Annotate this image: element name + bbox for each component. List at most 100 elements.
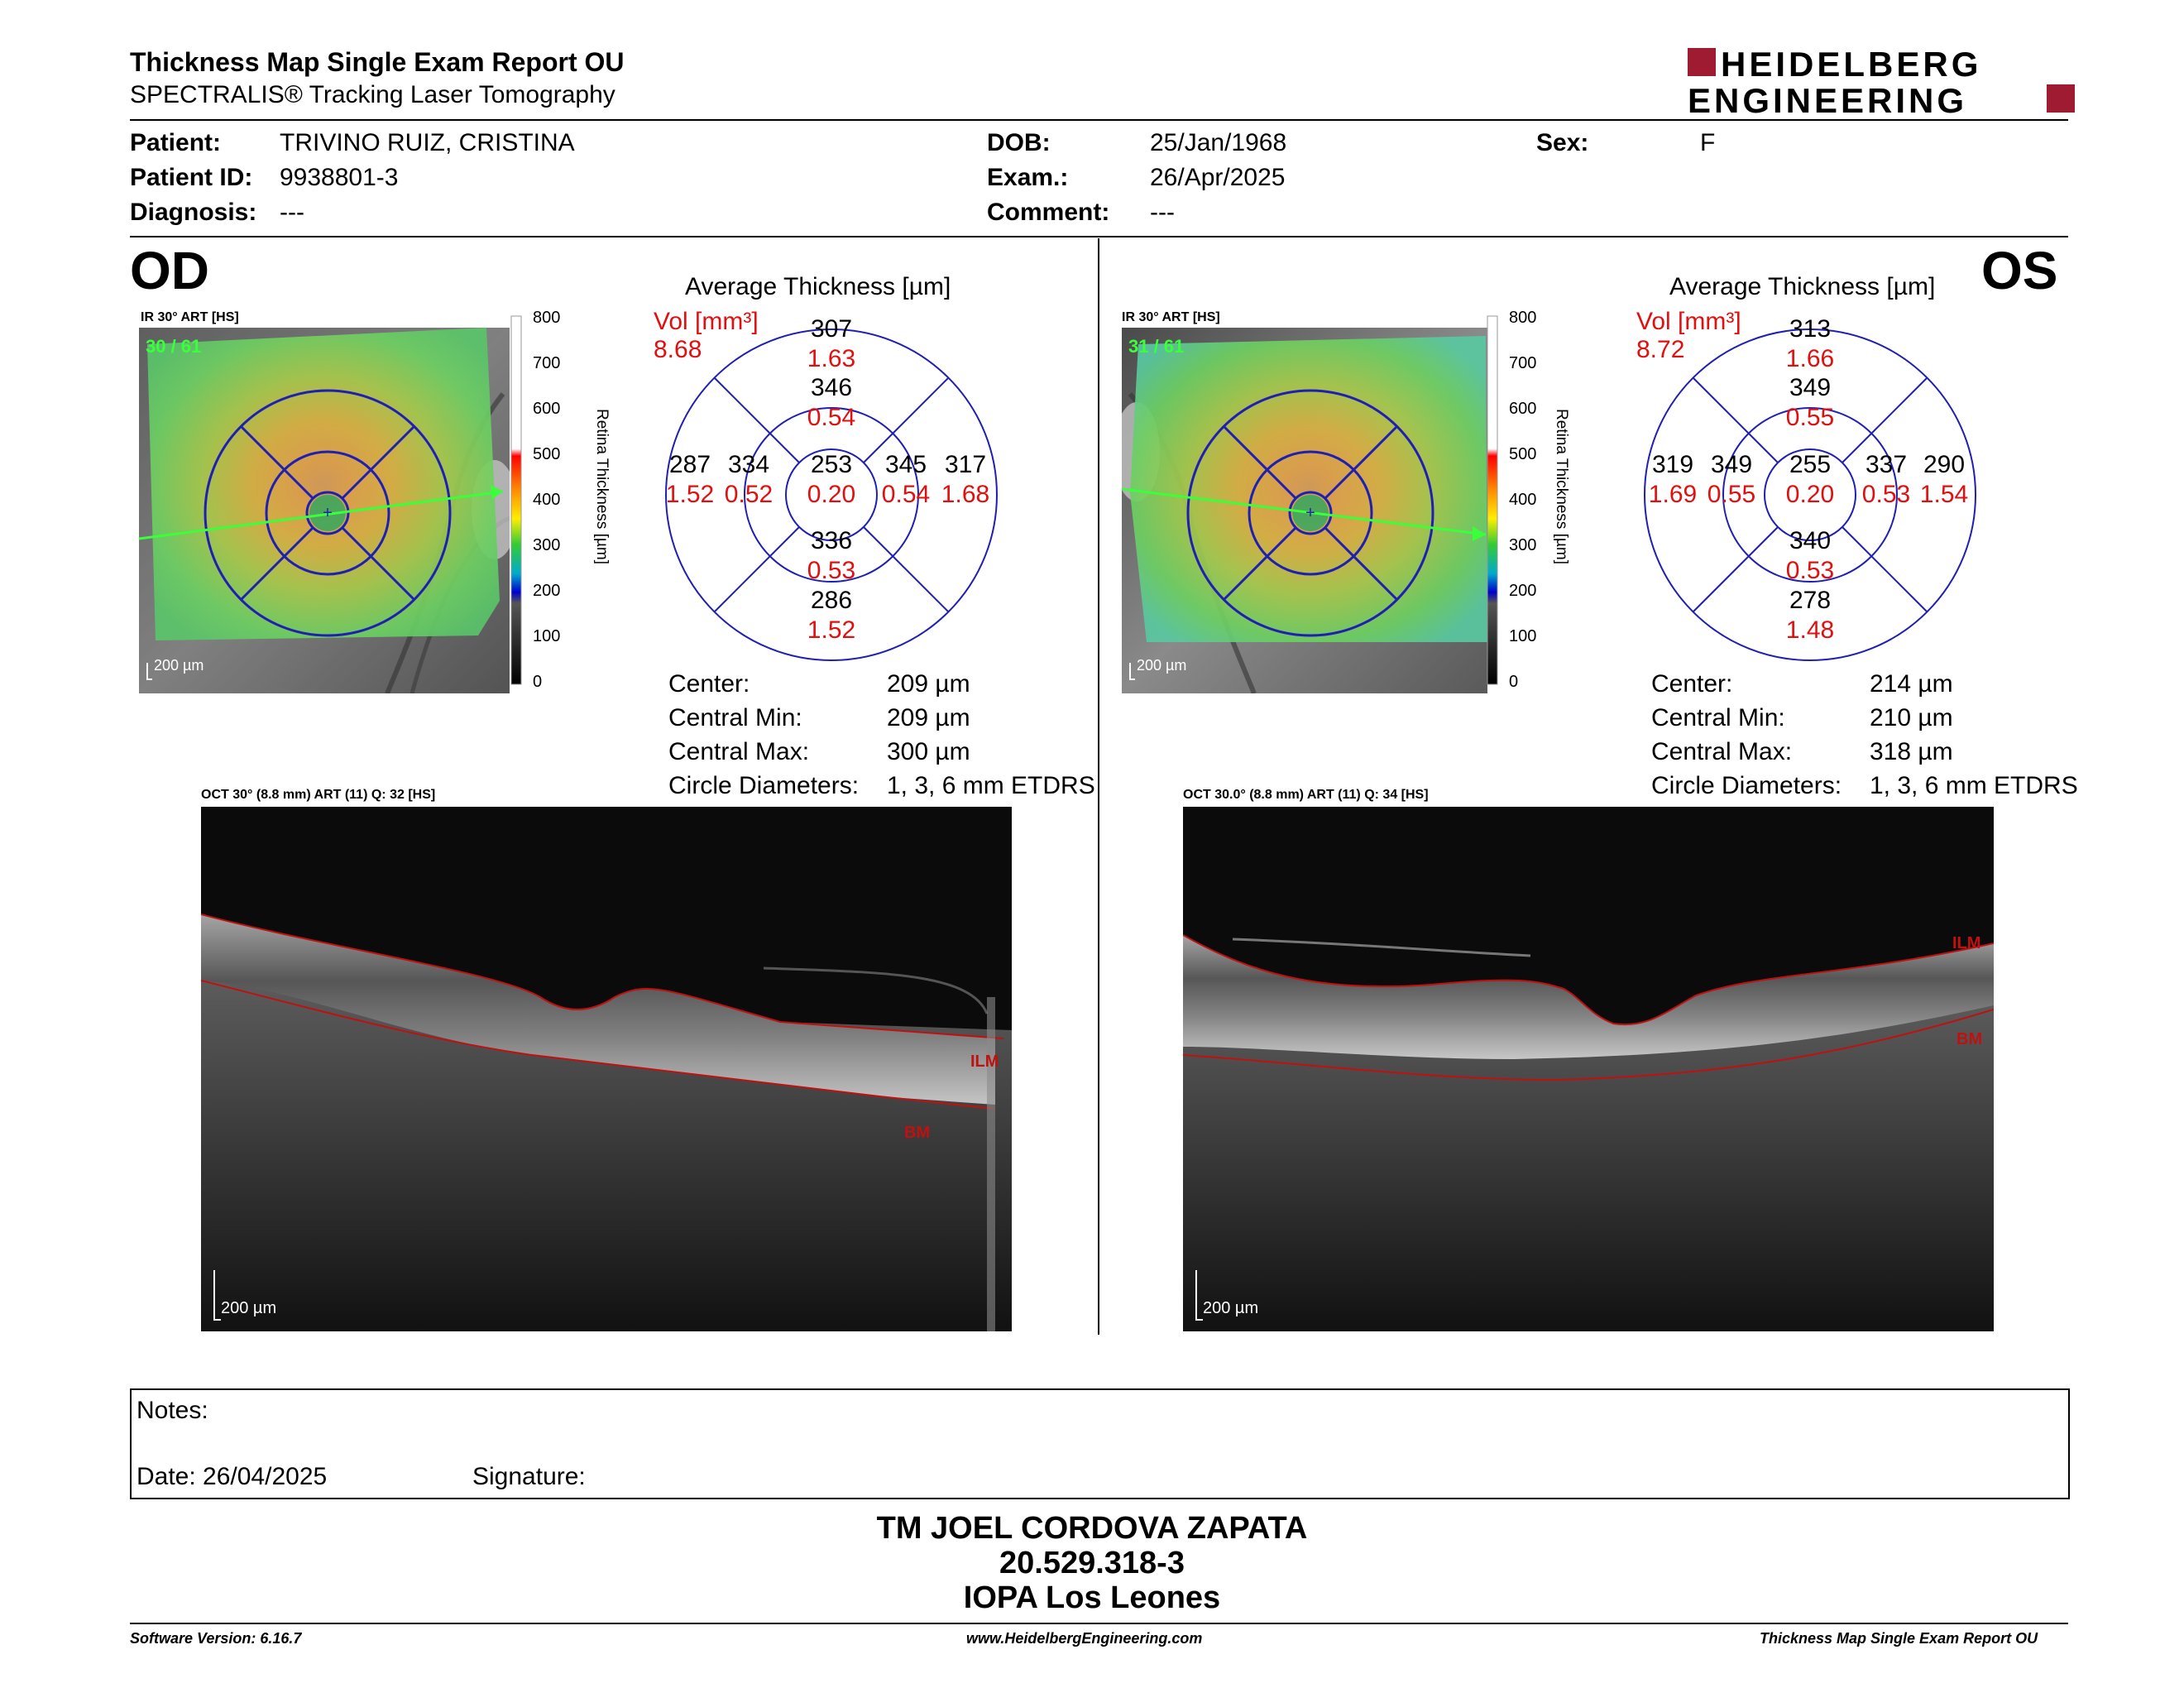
svg-text:100: 100: [533, 627, 560, 645]
os-inner-nas-vol: 0.53: [1862, 481, 1910, 508]
svg-text:HEIDELBERG: HEIDELBERG: [1721, 46, 1981, 84]
svg-text:0: 0: [533, 673, 542, 691]
signature-label: Signature:: [472, 1463, 586, 1490]
od-etdrs-chart: 307 1.63 346 0.54 287 1.52 334 0.52 253 …: [665, 315, 998, 661]
header-rule: [130, 119, 2068, 121]
svg-text:ENGINEERING: ENGINEERING: [1688, 81, 1967, 116]
os-ir-caption: IR 30° ART [HS]: [1122, 310, 1220, 324]
od-outer-sup: 307: [811, 315, 852, 343]
os-inner-nas: 337: [1866, 451, 1907, 478]
os-center-vol: 0.20: [1786, 481, 1834, 508]
od-eye-label: OD: [130, 241, 209, 300]
od-central-min-value: 209 µm: [887, 704, 970, 731]
od-vol-label: Vol [mm³]: [654, 308, 759, 335]
od-inner-sup-vol: 0.54: [807, 404, 855, 431]
svg-text:700: 700: [1509, 354, 1536, 372]
os-eye-label: OS: [1981, 241, 2058, 300]
patient-name: TRIVINO RUIZ, CRISTINA: [280, 129, 575, 156]
footer-rule: [130, 1623, 2068, 1624]
svg-text:+: +: [323, 504, 333, 522]
exam-date: 26/Apr/2025: [1150, 164, 1286, 191]
dob: 25/Jan/1968: [1150, 129, 1287, 156]
notes-label: Notes:: [136, 1397, 208, 1424]
od-inner-nas: 345: [885, 451, 927, 478]
od-thickness-color-scale: 800 700 600 500 400 300 200 100 0 Retina…: [510, 309, 611, 691]
os-outer-sup: 313: [1789, 315, 1831, 343]
od-center-value: 209 µm: [887, 670, 970, 698]
od-outer-nas: 317: [945, 451, 986, 478]
os-oct-bscan: ILM BM 200 µm: [1183, 807, 1994, 1331]
svg-text:Retina Thickness [µm]: Retina Thickness [µm]: [593, 409, 611, 564]
od-outer-temp-vol: 1.52: [666, 481, 714, 508]
os-inner-sup-vol: 0.55: [1786, 404, 1834, 431]
os-thickness-color-scale: 800 700 600 500 400 300 200 100 0 Retina…: [1487, 309, 1570, 691]
svg-text:200 µm: 200 µm: [154, 657, 204, 674]
os-outer-nas-vol: 1.54: [1920, 481, 1968, 508]
diagnosis-label: Diagnosis:: [130, 199, 257, 226]
patient-id: 9938801-3: [280, 164, 399, 191]
od-inner-sup: 346: [811, 374, 852, 401]
software-version: Software Version: 6.16.7: [130, 1630, 302, 1647]
od-outer-inf: 286: [811, 587, 852, 614]
os-scan-line: [1122, 487, 1487, 536]
os-outer-temp: 319: [1652, 451, 1693, 478]
od-inner-inf-vol: 0.53: [807, 557, 855, 584]
os-thickness-map: + 31 / 61 200 µm: [1122, 328, 1487, 693]
os-outer-nas: 290: [1923, 451, 1965, 478]
od-central-max-label: Central Max:: [668, 738, 810, 765]
od-bm-line: [201, 980, 996, 1110]
od-ilm-label: ILM: [970, 1053, 999, 1071]
od-central-min-label: Central Min:: [668, 704, 802, 731]
svg-text:30 / 61: 30 / 61: [146, 336, 201, 357]
signatory-name: TM JOEL CORDOVA ZAPATA: [876, 1511, 1308, 1546]
od-outer-inf-vol: 1.52: [807, 616, 855, 644]
website-link[interactable]: www.HeidelbergEngineering.com: [966, 1630, 1203, 1647]
os-central-max-value: 318 µm: [1870, 738, 1953, 765]
svg-text:200 µm: 200 µm: [1203, 1299, 1258, 1317]
os-central-min-value: 210 µm: [1870, 704, 1953, 731]
os-center-value: 214 µm: [1870, 670, 1953, 698]
os-central-min-label: Central Min:: [1651, 704, 1785, 731]
footer-report-name: Thickness Map Single Exam Report OU: [1760, 1630, 2038, 1647]
svg-text:400: 400: [1509, 491, 1536, 509]
os-center-label: Center:: [1651, 670, 1733, 698]
od-ir-caption: IR 30° ART [HS]: [141, 310, 239, 324]
od-map-etdrs-grid: [204, 389, 452, 637]
dob-label: DOB:: [987, 129, 1051, 156]
os-vol-value: 8.72: [1636, 336, 1685, 363]
svg-text:200: 200: [533, 582, 560, 600]
svg-text:100: 100: [1509, 627, 1536, 645]
patient-rule: [130, 236, 2068, 237]
os-avg-thickness-title: Average Thickness [µm]: [1669, 273, 1936, 300]
signatory-id: 20.529.318-3: [999, 1546, 1185, 1580]
od-center: 253: [811, 451, 852, 478]
sex: F: [1700, 129, 1716, 156]
od-center-label: Center:: [668, 670, 750, 698]
sex-label: Sex:: [1536, 129, 1589, 156]
od-circle-diam-value: 1, 3, 6 mm ETDRS: [887, 772, 1095, 799]
od-thickness-map: + 30 / 61 200 µm: [139, 328, 510, 693]
signatory-institution: IOPA Los Leones: [963, 1580, 1221, 1615]
os-bm-line: [1183, 1009, 1994, 1081]
od-outer-temp: 287: [669, 451, 711, 478]
svg-text:200 µm: 200 µm: [1137, 657, 1186, 674]
os-inner-temp-vol: 0.55: [1707, 481, 1755, 508]
od-vol-value: 8.68: [654, 336, 702, 363]
od-inner-nas-vol: 0.54: [882, 481, 930, 508]
exam-label: Exam.:: [987, 164, 1069, 191]
heidelberg-logo: HEIDELBERG ENGINEERING: [1688, 46, 2075, 116]
svg-text:200: 200: [1509, 582, 1536, 600]
report-title: Thickness Map Single Exam Report OU: [130, 47, 625, 77]
od-inner-temp: 334: [728, 451, 769, 478]
svg-text:Retina Thickness [µm]: Retina Thickness [µm]: [1553, 409, 1570, 564]
os-ilm-label: ILM: [1952, 934, 1980, 952]
os-inner-inf-vol: 0.53: [1786, 557, 1834, 584]
os-outer-temp-vol: 1.69: [1649, 481, 1697, 508]
od-outer-nas-vol: 1.68: [941, 481, 989, 508]
svg-text:800: 800: [533, 309, 560, 327]
svg-text:31 / 61: 31 / 61: [1128, 336, 1184, 357]
os-inner-sup: 349: [1789, 374, 1831, 401]
os-bm-label: BM: [1956, 1030, 1982, 1048]
os-map-etdrs-grid: [1186, 389, 1434, 637]
od-inner-inf: 336: [811, 527, 852, 554]
